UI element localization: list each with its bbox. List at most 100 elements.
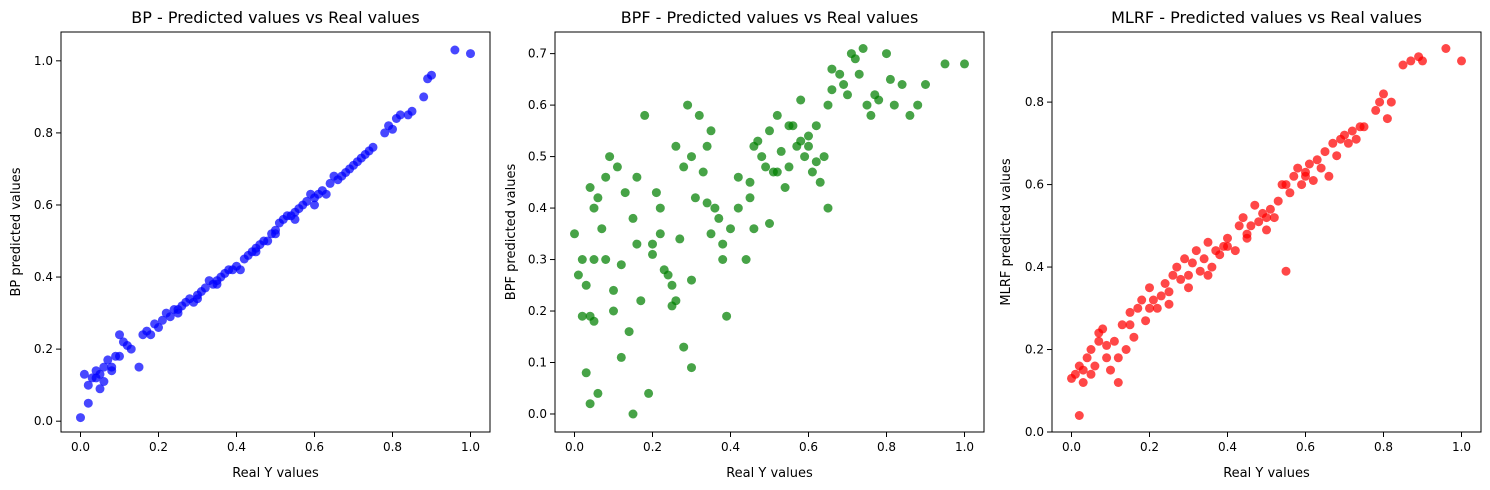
y-tick-label: 0.0 xyxy=(34,414,53,428)
data-point xyxy=(1371,105,1381,115)
data-point xyxy=(1359,122,1369,132)
data-point xyxy=(1250,200,1260,210)
data-point xyxy=(620,188,630,198)
data-point xyxy=(1145,303,1154,313)
data-point xyxy=(395,110,405,120)
data-point xyxy=(107,366,117,376)
data-point xyxy=(1207,262,1217,272)
data-point xyxy=(200,283,210,293)
y-tick-label: 0.8 xyxy=(1025,95,1044,109)
data-point xyxy=(612,162,622,172)
data-point xyxy=(1199,254,1209,264)
data-point xyxy=(804,131,813,141)
data-point xyxy=(1203,270,1213,280)
data-point xyxy=(741,255,751,264)
data-point xyxy=(616,352,626,362)
data-point xyxy=(648,249,657,259)
data-point xyxy=(1176,274,1186,284)
data-point xyxy=(1074,361,1084,371)
data-point xyxy=(1297,180,1307,190)
data-point xyxy=(325,178,335,188)
data-point xyxy=(321,189,331,199)
axis-ticks: 0.0 0.2 0.4 0.6 0.8 1.0 0.0 0.1 0.2 0.3 0.4 0.5 0.6 0… xyxy=(528,47,974,454)
data-point xyxy=(780,183,790,192)
data-point xyxy=(605,152,615,162)
x-tick-label: 0.8 xyxy=(877,440,896,454)
data-point xyxy=(776,146,786,156)
data-point xyxy=(804,141,813,151)
data-point xyxy=(1285,188,1295,198)
x-axis-label: Real Y values xyxy=(1223,466,1310,481)
axes-frame xyxy=(1051,31,1482,433)
data-point xyxy=(1328,138,1338,148)
data-point xyxy=(671,141,681,151)
data-point xyxy=(577,311,587,321)
data-point xyxy=(811,157,821,167)
data-point xyxy=(1332,151,1342,161)
data-point xyxy=(765,219,774,228)
data-point xyxy=(1184,283,1193,293)
data-point xyxy=(1406,56,1416,66)
data-point xyxy=(1347,126,1357,136)
data-point xyxy=(1215,250,1225,260)
data-point xyxy=(601,172,611,182)
y-tick-label: 0.0 xyxy=(528,407,547,421)
data-point xyxy=(710,203,720,213)
data-point xyxy=(687,275,696,285)
data-point xyxy=(1086,345,1096,354)
data-point xyxy=(1351,134,1361,144)
data-point xyxy=(1301,171,1310,181)
data-point xyxy=(1125,307,1135,317)
data-point xyxy=(796,95,806,105)
data-point xyxy=(593,388,603,398)
data-point xyxy=(1457,56,1466,66)
data-point xyxy=(1304,159,1314,169)
data-point xyxy=(1074,411,1084,420)
data-point xyxy=(1184,270,1193,280)
data-point xyxy=(765,126,774,136)
data-point xyxy=(1386,97,1396,107)
data-point xyxy=(749,224,759,234)
data-point xyxy=(1164,299,1174,309)
data-point xyxy=(1102,353,1112,363)
data-point xyxy=(601,255,611,264)
data-point xyxy=(823,203,833,213)
data-point xyxy=(784,162,794,172)
axis-ticks: 0.0 0.2 0.4 0.6 0.8 1.0 0.0 0.2 0.4 0.6 0.8 xyxy=(1025,95,1471,454)
data-point xyxy=(687,363,696,373)
data-point xyxy=(581,280,591,290)
data-point xyxy=(644,388,654,398)
y-tick-label: 0.0 xyxy=(1025,425,1044,439)
data-point xyxy=(772,110,782,120)
x-axis-label: Real Y values xyxy=(726,466,813,481)
data-point xyxy=(1180,254,1190,264)
data-point xyxy=(154,323,163,332)
data-point xyxy=(960,59,969,69)
data-point xyxy=(706,126,716,136)
y-tick-label: 0.4 xyxy=(528,201,547,215)
data-point xyxy=(726,224,735,234)
data-point xyxy=(1343,138,1353,148)
data-point xyxy=(1187,258,1197,268)
data-point xyxy=(811,121,821,131)
data-point xyxy=(718,239,728,249)
data-point xyxy=(1382,114,1392,124)
data-point xyxy=(1148,295,1158,305)
data-point xyxy=(698,167,708,177)
data-point xyxy=(827,64,837,74)
y-tick-label: 0.3 xyxy=(528,253,547,267)
data-point xyxy=(1137,295,1147,305)
data-point xyxy=(807,167,817,177)
data-point xyxy=(1324,171,1334,181)
data-point xyxy=(671,296,681,306)
data-point xyxy=(733,203,743,213)
data-point xyxy=(632,239,642,249)
data-point xyxy=(76,413,85,423)
data-point xyxy=(1086,369,1096,379)
data-point xyxy=(115,330,124,340)
data-point xyxy=(640,110,650,120)
data-point xyxy=(1269,213,1279,223)
data-point xyxy=(1109,336,1119,346)
data-point xyxy=(302,196,312,206)
